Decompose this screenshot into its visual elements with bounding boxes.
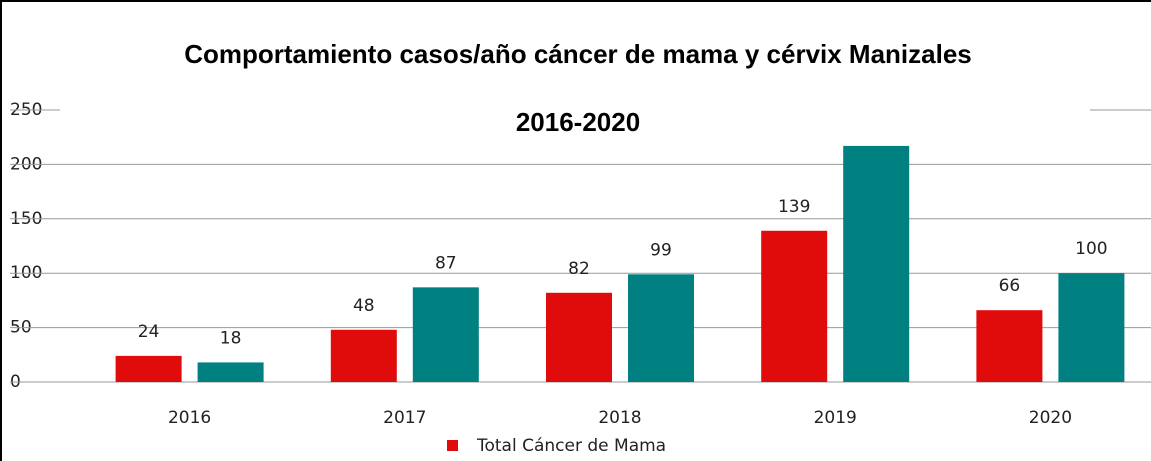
legend-label: Total Cáncer de Mama	[476, 436, 666, 456]
bar	[412, 287, 479, 382]
bar	[843, 145, 910, 382]
bar	[197, 362, 264, 382]
bar	[1058, 273, 1125, 382]
x-tick-label: 2019	[814, 408, 857, 428]
bars	[115, 145, 1125, 382]
data-label: 100	[1075, 239, 1107, 259]
chart-subtitle: 2016-2020	[516, 107, 640, 137]
data-label: 18	[220, 328, 242, 348]
data-label: 82	[568, 259, 590, 279]
bar	[330, 329, 397, 382]
chart-title: Comportamiento casos/año cáncer de mama …	[184, 39, 972, 69]
x-tick-label: 2018	[598, 408, 641, 428]
data-label: 24	[138, 322, 160, 342]
bar	[761, 230, 828, 382]
data-label: 87	[435, 253, 457, 273]
x-tick-label: 2016	[168, 408, 211, 428]
bar	[115, 355, 182, 382]
bar	[976, 310, 1043, 382]
data-label: 99	[650, 240, 672, 260]
labels: 2016 24 18 2017 48 87 2018 82 99 2019 139 2020 66 100…	[138, 197, 1108, 456]
bar	[546, 292, 612, 382]
legend-swatch	[447, 440, 458, 451]
x-tick-label: 2020	[1029, 408, 1072, 428]
title-background	[60, 24, 1090, 144]
data-label: 139	[778, 197, 810, 217]
x-tick-label: 2017	[383, 408, 426, 428]
bar	[628, 274, 694, 382]
data-label: 48	[353, 296, 375, 316]
data-label: 66	[999, 276, 1021, 296]
